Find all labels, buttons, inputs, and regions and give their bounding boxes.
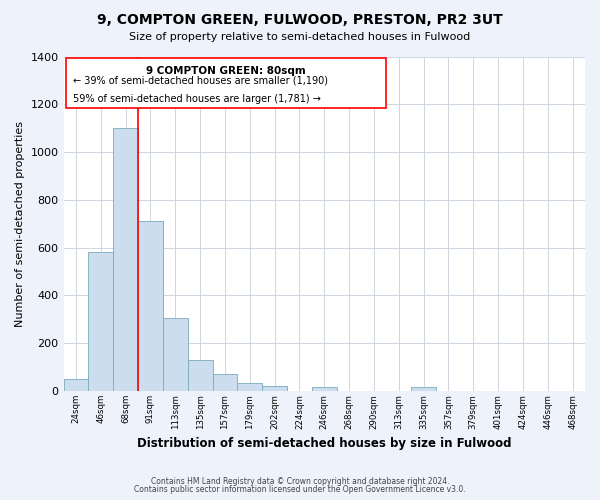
Bar: [88, 252, 113, 391]
Text: Contains public sector information licensed under the Open Government Licence v3: Contains public sector information licen…: [134, 485, 466, 494]
Bar: [238, 382, 262, 391]
FancyBboxPatch shape: [66, 58, 386, 108]
Text: Contains HM Land Registry data © Crown copyright and database right 2024.: Contains HM Land Registry data © Crown c…: [151, 477, 449, 486]
Bar: [312, 388, 337, 391]
Text: 9 COMPTON GREEN: 80sqm: 9 COMPTON GREEN: 80sqm: [146, 66, 306, 76]
Text: 9, COMPTON GREEN, FULWOOD, PRESTON, PR2 3UT: 9, COMPTON GREEN, FULWOOD, PRESTON, PR2 …: [97, 12, 503, 26]
Bar: [188, 360, 212, 391]
Bar: [113, 128, 138, 391]
Text: 59% of semi-detached houses are larger (1,781) →: 59% of semi-detached houses are larger (…: [73, 94, 322, 104]
Bar: [138, 222, 163, 391]
Bar: [212, 374, 238, 391]
Text: Size of property relative to semi-detached houses in Fulwood: Size of property relative to semi-detach…: [130, 32, 470, 42]
Bar: [411, 388, 436, 391]
Bar: [262, 386, 287, 391]
Y-axis label: Number of semi-detached properties: Number of semi-detached properties: [15, 121, 25, 327]
X-axis label: Distribution of semi-detached houses by size in Fulwood: Distribution of semi-detached houses by …: [137, 437, 512, 450]
Text: ← 39% of semi-detached houses are smaller (1,190): ← 39% of semi-detached houses are smalle…: [73, 76, 328, 86]
Bar: [64, 379, 88, 391]
Bar: [163, 318, 188, 391]
